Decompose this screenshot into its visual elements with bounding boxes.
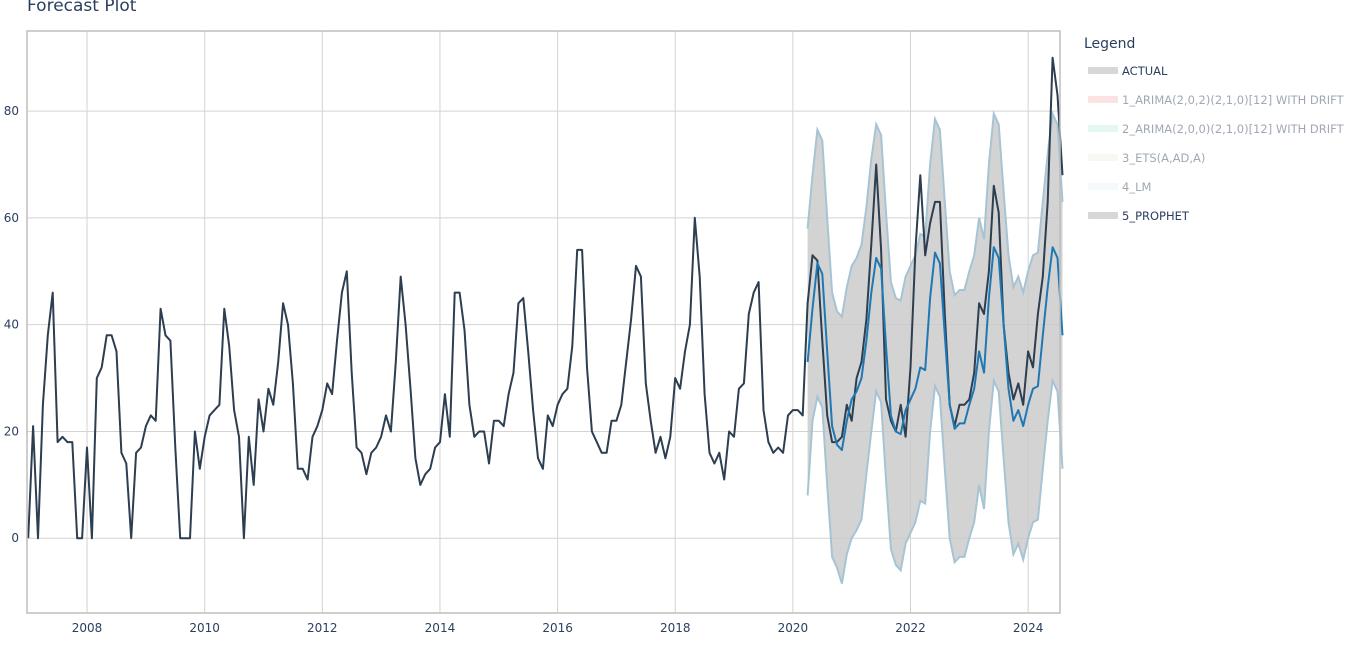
x-tick-label-2010: 2010	[189, 621, 220, 635]
y-tick-label-20: 20	[4, 424, 19, 438]
plot-border	[26, 30, 1061, 614]
legend-label: ACTUAL	[1122, 63, 1168, 78]
series-lines	[27, 56, 1064, 540]
legend-label: 1_ARIMA(2,0,2)(2,1,0)[12] WITH DRIFT	[1122, 92, 1344, 107]
x-tick-label-2022: 2022	[895, 621, 926, 635]
legend-label: 5_PROPHET	[1122, 208, 1189, 223]
prophet-ci-upper	[806, 110, 1064, 319]
y-tick-label-80: 80	[4, 104, 19, 118]
legend-swatch	[1088, 212, 1118, 219]
x-tick-label-2020: 2020	[778, 621, 809, 635]
chart-title: Forecast Plot	[27, 0, 137, 16]
legend-swatch	[1088, 125, 1118, 132]
legend-item-5[interactable]: 5_PROPHET	[1084, 201, 1371, 230]
legend-item-4[interactable]: 4_LM	[1084, 172, 1371, 201]
legend-item-0[interactable]: ACTUAL	[1084, 56, 1371, 85]
legend-item-3[interactable]: 3_ETS(A,AD,A)	[1084, 143, 1371, 172]
x-tick-label-2014: 2014	[425, 621, 456, 635]
y-tick-label-0: 0	[11, 531, 19, 545]
prophet-ci-lower	[806, 376, 1064, 584]
y-tick-label-60: 60	[4, 211, 19, 225]
legend-title: Legend	[1084, 36, 1136, 52]
legend-label: 3_ETS(A,AD,A)	[1122, 150, 1206, 165]
y-axis-ticks: 0 20 40 60 80	[4, 104, 19, 545]
plot-frame	[26, 30, 1061, 614]
x-tick-label-2018: 2018	[660, 621, 691, 635]
x-axis-ticks: 2008 2010 2012 2014 2016 2018 2020 2022 2024	[72, 621, 1044, 635]
legend-item-1[interactable]: 1_ARIMA(2,0,2)(2,1,0)[12] WITH DRIFT	[1084, 85, 1371, 114]
legend-swatch	[1088, 154, 1118, 161]
x-tick-label-2008: 2008	[72, 621, 103, 635]
legend-swatch	[1088, 183, 1118, 190]
legend-label: 4_LM	[1122, 179, 1152, 194]
prophet-confidence-band	[806, 110, 1064, 584]
x-tick-label-2024: 2024	[1013, 621, 1044, 635]
series-line-prophet	[806, 246, 1064, 452]
legend-label: 2_ARIMA(2,0,0)(2,1,0)[12] WITH DRIFT	[1122, 121, 1344, 136]
series-line-actual	[27, 56, 1064, 540]
legend-swatch	[1088, 96, 1118, 103]
legend-swatch	[1088, 67, 1118, 74]
x-tick-label-2016: 2016	[542, 621, 573, 635]
y-tick-label-40: 40	[4, 318, 19, 332]
prophet-ci-fill	[807, 113, 1063, 584]
legend-item-2[interactable]: 2_ARIMA(2,0,0)(2,1,0)[12] WITH DRIFT	[1084, 114, 1371, 143]
legend: Legend ACTUAL 1_ARIMA(2,0,2)(2,1,0)[12] W…	[1084, 36, 1371, 230]
x-tick-label-2012: 2012	[307, 621, 338, 635]
